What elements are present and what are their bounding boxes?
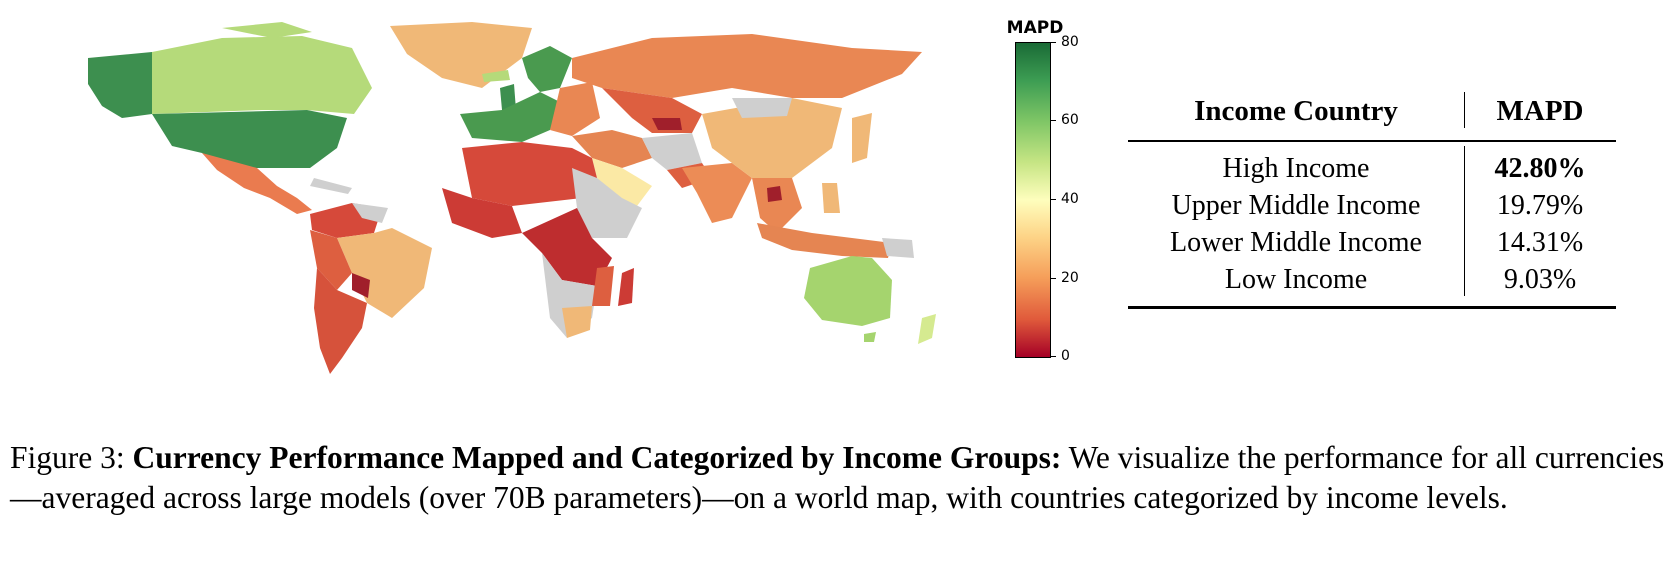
colorbar: 80 60 40 20 0 bbox=[1015, 35, 1079, 363]
map-region-se-asia bbox=[752, 178, 802, 233]
table-header-mapd: MAPD bbox=[1496, 94, 1584, 127]
colorbar-tick-label: 80 bbox=[1061, 34, 1079, 50]
map-region-mongolia bbox=[732, 98, 792, 118]
map-region-brazil bbox=[337, 228, 432, 318]
colorbar-tick-label: 60 bbox=[1061, 112, 1079, 128]
map-region-western-europe bbox=[460, 92, 560, 142]
table-row: Upper Middle Income 19.79% bbox=[1128, 187, 1616, 224]
map-region-peru-bolivia bbox=[310, 230, 352, 290]
table-cell-group: Low Income bbox=[1224, 263, 1368, 295]
map-region-japan bbox=[852, 113, 872, 163]
colorbar-tick-label: 20 bbox=[1061, 270, 1079, 286]
caption-label: Figure 3: bbox=[10, 440, 133, 475]
map-region-eastern-europe bbox=[550, 82, 600, 136]
colorbar-tick bbox=[1050, 42, 1056, 43]
colorbar-title: MAPD bbox=[1006, 18, 1064, 38]
map-region-west-africa bbox=[442, 188, 522, 238]
map-region-indonesia bbox=[757, 223, 892, 258]
table-header-divider bbox=[1464, 92, 1465, 128]
table-cell-group: Lower Middle Income bbox=[1170, 226, 1422, 258]
map-region-mozambique bbox=[592, 266, 614, 306]
income-table: Income Country MAPD High Income 42.80% U… bbox=[1128, 88, 1616, 309]
colorbar-tick-label: 40 bbox=[1061, 191, 1079, 207]
map-region-uzbekistan bbox=[652, 118, 682, 130]
map-region-russia bbox=[572, 34, 922, 98]
map-region-tasmania bbox=[864, 332, 876, 342]
world-map-svg bbox=[88, 22, 936, 374]
map-region-australia bbox=[804, 256, 892, 326]
world-map bbox=[52, 18, 968, 390]
map-region-argentina-chile bbox=[314, 268, 367, 374]
map-region-central-africa bbox=[522, 208, 612, 286]
map-region-philippines bbox=[822, 183, 840, 213]
map-region-middle-east bbox=[572, 130, 652, 168]
map-region-alaska bbox=[88, 52, 152, 118]
map-region-paraguay bbox=[352, 273, 370, 298]
table-cell-mapd: 9.03% bbox=[1503, 263, 1577, 295]
map-region-new-zealand bbox=[918, 314, 936, 344]
map-region-uk bbox=[500, 84, 516, 110]
colorbar-tick bbox=[1050, 120, 1056, 121]
map-region-png bbox=[882, 238, 914, 258]
figure-caption: Figure 3: Currency Performance Mapped an… bbox=[10, 438, 1666, 518]
table-body: High Income 42.80% Upper Middle Income 1… bbox=[1128, 150, 1616, 298]
table-top-rule bbox=[1128, 140, 1616, 142]
table-row: High Income 42.80% bbox=[1128, 150, 1616, 187]
caption-title: Currency Performance Mapped and Categori… bbox=[132, 440, 1062, 475]
table-cell-mapd: 19.79% bbox=[1496, 189, 1584, 221]
map-region-scandinavia bbox=[522, 46, 572, 92]
map-region-mexico bbox=[202, 153, 312, 214]
table-cell-group: Upper Middle Income bbox=[1171, 189, 1421, 221]
table-body-divider bbox=[1464, 146, 1465, 296]
colorbar-gradient bbox=[1015, 42, 1051, 358]
map-region-iceland bbox=[482, 70, 510, 82]
table-bottom-rule bbox=[1128, 306, 1616, 309]
map-region-madagascar bbox=[618, 268, 634, 306]
map-region-cambodia bbox=[767, 186, 782, 202]
table-header-income: Income Country bbox=[1194, 94, 1398, 127]
colorbar-tick bbox=[1050, 356, 1056, 357]
map-region-arabia bbox=[592, 158, 652, 206]
map-region-north-africa bbox=[462, 142, 597, 206]
table-row: Low Income 9.03% bbox=[1128, 261, 1616, 298]
colorbar-tick-label: 0 bbox=[1061, 348, 1070, 364]
map-region-east-africa bbox=[572, 168, 642, 238]
map-region-china bbox=[702, 98, 842, 178]
map-region-south-africa bbox=[562, 306, 592, 338]
map-region-caribbean bbox=[310, 178, 352, 194]
colorbar-tick bbox=[1050, 278, 1056, 279]
map-region-usa bbox=[152, 110, 347, 168]
map-region-iran bbox=[642, 133, 702, 170]
map-region-canada bbox=[152, 36, 372, 114]
map-region-guianas bbox=[352, 203, 388, 223]
map-region-greenland bbox=[390, 22, 532, 88]
map-region-arctic-islands bbox=[222, 22, 312, 38]
colorbar-tick bbox=[1050, 199, 1056, 200]
table-cell-mapd: 42.80% bbox=[1494, 152, 1586, 184]
table-row: Lower Middle Income 14.31% bbox=[1128, 224, 1616, 261]
caption-body: We visualize the performance for all cur… bbox=[10, 440, 1665, 515]
table-cell-group: High Income bbox=[1222, 152, 1370, 184]
table-cell-mapd: 14.31% bbox=[1496, 226, 1584, 258]
table-header-row: Income Country MAPD bbox=[1128, 88, 1616, 134]
map-region-india bbox=[682, 163, 752, 223]
